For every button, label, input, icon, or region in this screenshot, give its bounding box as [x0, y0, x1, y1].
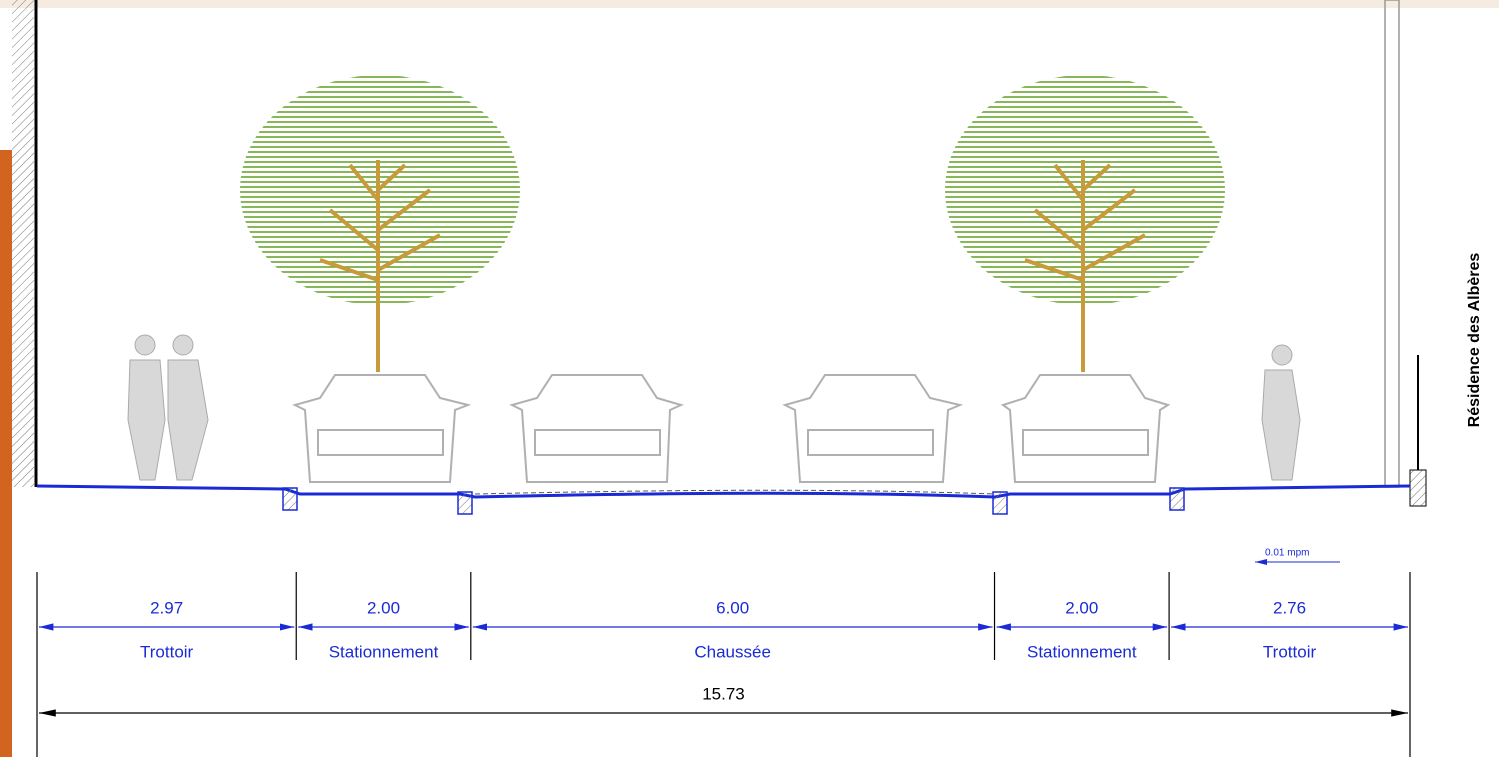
zone-label: Trottoir [140, 642, 194, 661]
tree [945, 75, 1225, 372]
street-section: 0.01 mpm Résidence des Albères 2.97 Trott… [0, 0, 1499, 757]
zone-label: Chaussée [694, 642, 771, 661]
zone-label: Trottoir [1263, 642, 1317, 661]
car [785, 375, 960, 482]
left-wall [12, 0, 34, 487]
curbs [283, 488, 1184, 514]
width-label: 6.00 [716, 598, 749, 617]
car [1003, 375, 1168, 482]
fence-base [1410, 470, 1426, 506]
ground-line [37, 486, 1410, 497]
zone-label: Stationnement [1027, 642, 1137, 661]
left-band [0, 150, 12, 757]
car [512, 375, 681, 482]
zone-label: Stationnement [329, 642, 439, 661]
car [295, 375, 468, 482]
top-band [0, 0, 1499, 8]
facade-right [1385, 0, 1399, 487]
total-label: 15.73 [702, 684, 745, 703]
tree [240, 75, 520, 372]
width-label: 2.76 [1273, 598, 1306, 617]
width-label: 2.00 [1065, 598, 1098, 617]
slope-label: 0.01 mpm [1265, 548, 1309, 559]
width-label: 2.97 [150, 598, 183, 617]
building-label: Résidence des Albères [1466, 253, 1483, 428]
width-label: 2.00 [367, 598, 400, 617]
dimensions: 2.97 Trottoir 2.00 Stationnement 6.00 Chaussé… [37, 572, 1410, 757]
